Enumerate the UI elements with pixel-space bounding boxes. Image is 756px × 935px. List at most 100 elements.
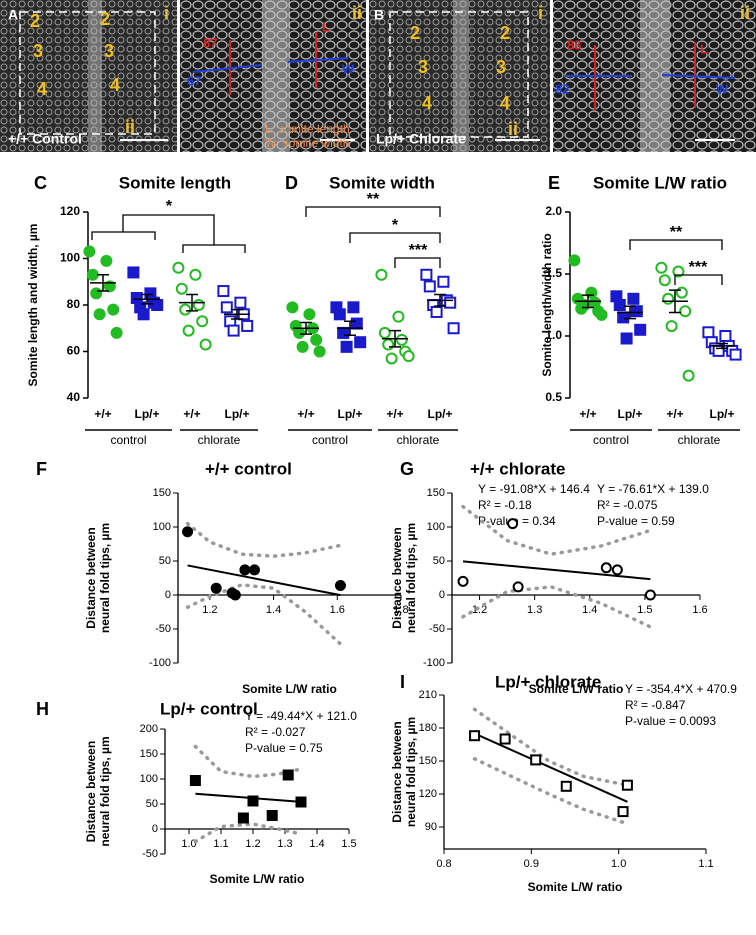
point (662, 292, 675, 305)
point (179, 303, 192, 316)
point (729, 348, 742, 361)
point (630, 305, 643, 318)
point (237, 812, 249, 824)
point (239, 564, 251, 576)
point (282, 769, 294, 781)
y-tick-label: 100 (427, 521, 445, 533)
y-tick-label: 150 (153, 487, 171, 499)
error-bar (669, 289, 681, 314)
y-tick-label: 180 (419, 722, 437, 734)
point (420, 268, 433, 281)
point (266, 810, 278, 821)
x-tick-label: Lp/+ (134, 407, 159, 421)
x-tick-label: +/+ (579, 407, 596, 421)
chart-title: Somite width (329, 173, 435, 192)
x-tick-label: +/+ (94, 407, 111, 421)
panel-letter: A (8, 7, 18, 23)
tag: ii (125, 117, 135, 137)
panel-letter: G (400, 459, 414, 479)
error-bar (582, 294, 594, 309)
point (568, 254, 581, 267)
significance-bracket (629, 239, 723, 250)
point (192, 299, 205, 311)
annotation: Y = -91.08*X + 146.4 (478, 482, 590, 496)
point (378, 326, 391, 339)
y-tick-label: -50 (429, 623, 445, 635)
x-tick-label: Lp/+ (337, 407, 362, 421)
x-tick-label: 1.4 (309, 838, 324, 850)
x-tick-label: +/+ (666, 407, 683, 421)
chart-title: Lp/+ chlorate (495, 672, 601, 691)
y-tick-label: -50 (142, 848, 158, 860)
y-tick-label: 90 (425, 821, 437, 833)
measure-letter: W (716, 81, 729, 96)
x-axis-label: Somite L/W ratio (242, 682, 337, 696)
x-tick-label: 0.9 (524, 858, 539, 870)
point (90, 287, 103, 300)
annotation: R² = -0.075 (597, 498, 658, 512)
significance-label: * (166, 198, 173, 215)
point (617, 311, 630, 324)
tag: ii (740, 3, 750, 23)
point (247, 795, 259, 807)
point (172, 261, 185, 274)
point (227, 324, 240, 337)
midline (262, 0, 290, 152)
annotation: Y = -354.4*X + 470.9 (625, 682, 737, 696)
error-bar (344, 320, 356, 336)
confidence-band (472, 757, 630, 826)
y-axis-label: Distance between (390, 721, 404, 822)
y-axis-label: neural fold tips, µm (404, 523, 418, 633)
point (702, 326, 715, 339)
error-bar (389, 329, 401, 348)
y-axis-label: neural fold tips, µm (98, 523, 112, 633)
y-tick-label: 2.0 (545, 204, 562, 218)
x-tick-label: Lp/+ (709, 407, 734, 421)
somite-number: 4 (422, 93, 432, 113)
annotation: R² = -0.18 (478, 498, 532, 512)
x-tick-label: 1.6 (330, 604, 345, 616)
x-tick-label: +/+ (297, 407, 314, 421)
point (611, 564, 623, 576)
y-tick-label: 210 (419, 689, 437, 701)
point (402, 350, 415, 363)
midline (453, 0, 469, 152)
y-axis-label: neural fold tips, µm (404, 717, 418, 827)
x-tick-label: +/+ (386, 407, 403, 421)
point (293, 326, 306, 339)
group-label: control (593, 433, 629, 447)
point (350, 317, 363, 330)
significance-bracket (394, 257, 441, 268)
y-tick-label: 0 (152, 823, 158, 835)
annotation: Y = -49.44*X + 121.0 (245, 709, 357, 723)
y-tick-label: 0 (439, 589, 445, 601)
tag: ii (352, 3, 362, 23)
point (617, 806, 629, 818)
confidence-band (461, 585, 653, 629)
point (672, 265, 685, 278)
point (512, 581, 524, 593)
midline (88, 0, 102, 152)
panel-letter: D (285, 173, 298, 193)
point (530, 754, 542, 766)
point (234, 296, 247, 309)
y-axis-label: Somite length/width ratio (540, 233, 554, 376)
confidence-band (193, 744, 303, 779)
measure: 83 (567, 37, 581, 52)
x-tick-label: 0.8 (436, 858, 451, 870)
x-tick-label: 1.0 (181, 838, 196, 850)
somite-number: 2 (410, 23, 420, 43)
y-tick-label: 120 (419, 788, 437, 800)
point (189, 268, 202, 281)
somite-number: 3 (418, 57, 428, 77)
point (385, 352, 398, 365)
x-tick-label: 1.3 (527, 604, 542, 616)
significance-label: * (392, 217, 399, 234)
panel-letter: B (374, 7, 384, 23)
y-tick-label: 50 (159, 555, 171, 567)
x-tick-label: 1.4 (582, 604, 597, 616)
point (86, 268, 99, 281)
x-tick-label: 1.1 (698, 858, 713, 870)
point (719, 330, 732, 342)
point (210, 582, 222, 594)
